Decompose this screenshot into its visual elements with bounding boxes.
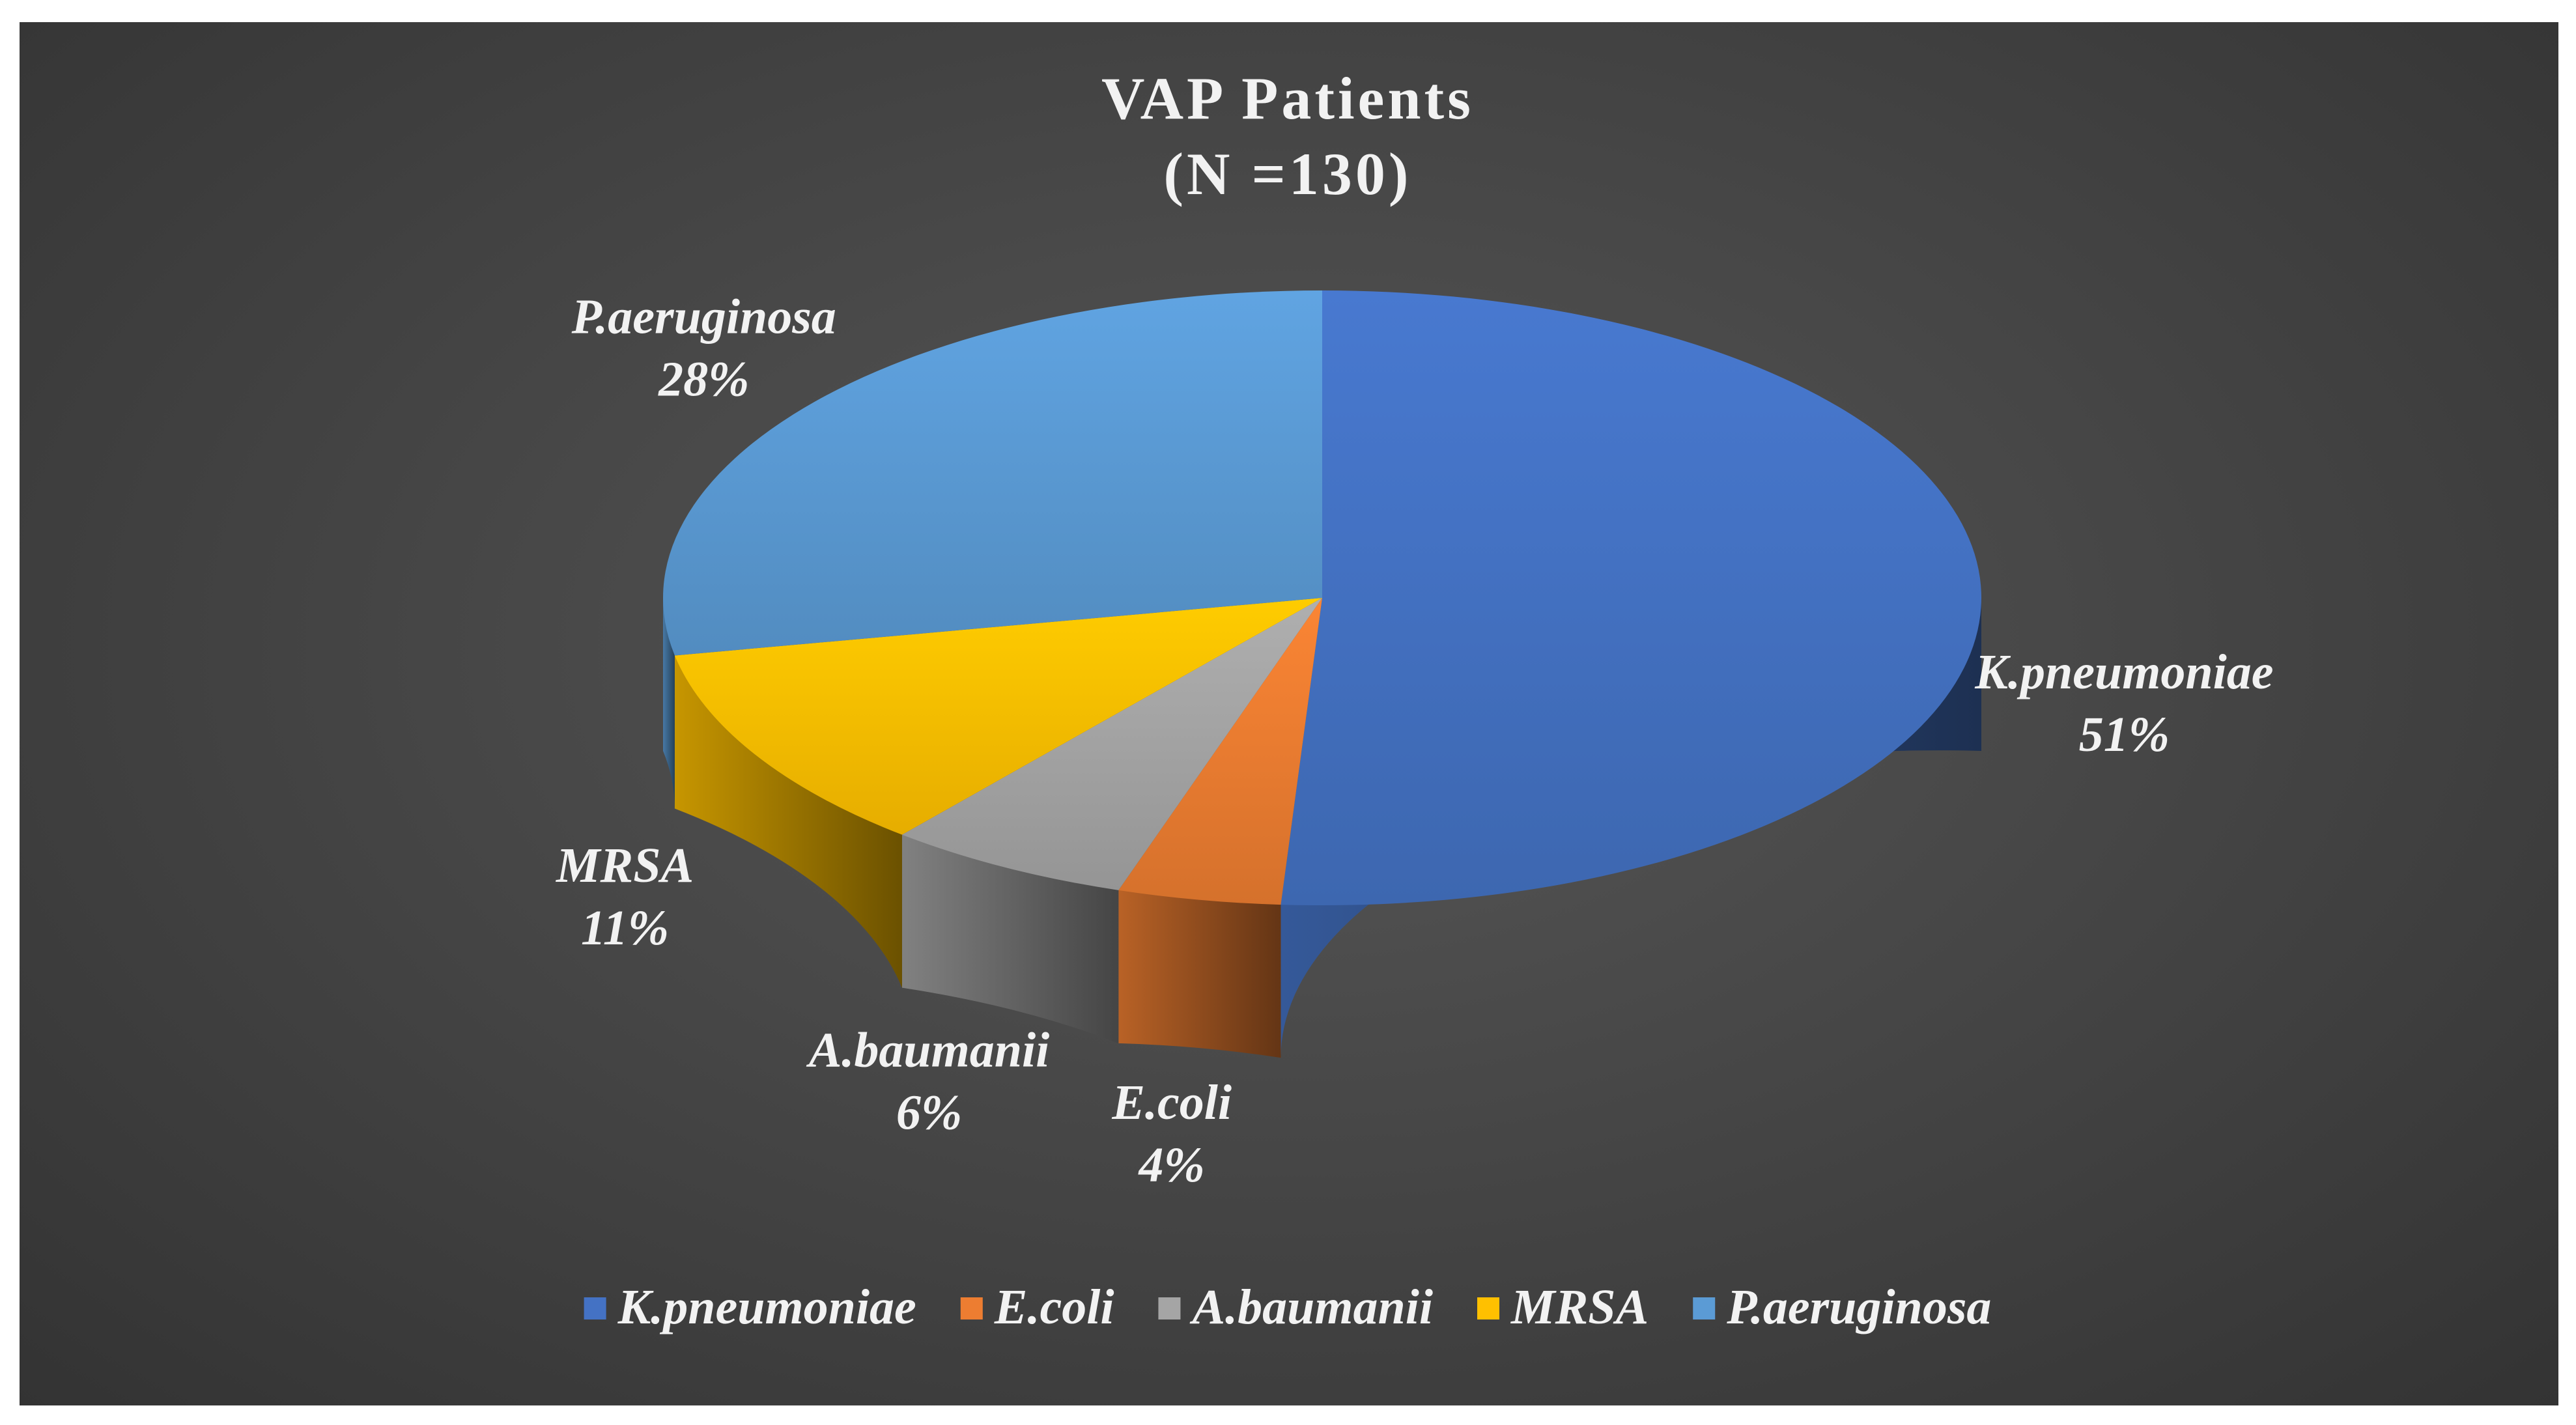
legend-label-a-baumanii: A.baumanii [1189, 1280, 1433, 1334]
data-label-value-p-aeruginosa: 28% [658, 352, 749, 407]
legend: K.pneumoniae E.coli A.baumanii MRSA P.aerugi… [584, 1280, 1991, 1334]
data-label-value-mrsa: 11% [581, 901, 669, 955]
data-label-value-e-coli: 4% [1137, 1138, 1204, 1192]
pie-slice-mrsa [674, 598, 1322, 835]
pie-slice-e-coli [1118, 598, 1322, 905]
data-label-value-k-pneumoniae: 51% [2079, 707, 2170, 762]
data-label-value-a-baumanii: 6% [896, 1085, 962, 1140]
data-label-name-a-baumanii: A.baumanii [806, 1023, 1050, 1077]
slice-side-a-baumanii [901, 834, 1119, 1043]
slice-side-mrsa [674, 655, 902, 988]
legend-label-k-pneumoniae: K.pneumoniae [617, 1280, 916, 1334]
data-label-name-k-pneumoniae: K.pneumoniae [1974, 645, 2273, 699]
legend-label-e-coli: E.coli [994, 1280, 1114, 1334]
legend-swatch-a-baumanii [1158, 1297, 1181, 1319]
legend-swatch-mrsa [1477, 1297, 1500, 1319]
pie-slices [662, 290, 1982, 906]
legend-label-p-aeruginosa: P.aeruginosa [1726, 1280, 1991, 1334]
pie-slice-p-aeruginosa [662, 290, 1322, 656]
legend-swatch-k-pneumoniae [584, 1297, 606, 1319]
chart-subtitle: (N =130) [1163, 141, 1411, 207]
pie-slice-a-baumanii [901, 598, 1322, 890]
slice-side-e-coli [1118, 890, 1281, 1058]
data-label-name-e-coli: E.coli [1111, 1075, 1232, 1130]
legend-label-mrsa: MRSA [1510, 1280, 1649, 1334]
data-label-name-p-aeruginosa: P.aeruginosa [571, 290, 836, 345]
slice-side-p-aeruginosa [663, 598, 675, 809]
data-label-name-mrsa: MRSA [556, 838, 694, 893]
legend-swatch-p-aeruginosa [1693, 1297, 1716, 1319]
legend-swatch-e-coli [960, 1297, 983, 1319]
pie-slice-k-pneumoniae [1281, 290, 1982, 906]
data-labels: K.pneumoniae 51% E.coli 4% A.baumanii 6% MRSA 1… [556, 290, 2274, 1193]
chart-title: VAP Patients [1101, 65, 1474, 132]
